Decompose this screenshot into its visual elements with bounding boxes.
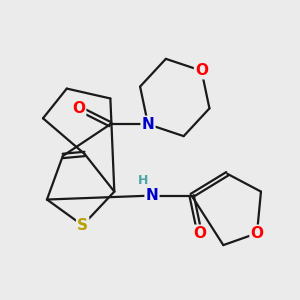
Text: H: H	[138, 174, 148, 187]
Text: S: S	[77, 218, 88, 233]
Text: N: N	[142, 117, 154, 132]
Text: N: N	[146, 188, 158, 203]
Text: O: O	[193, 226, 206, 241]
Text: O: O	[195, 63, 208, 78]
Text: O: O	[250, 226, 263, 241]
Text: O: O	[72, 101, 85, 116]
